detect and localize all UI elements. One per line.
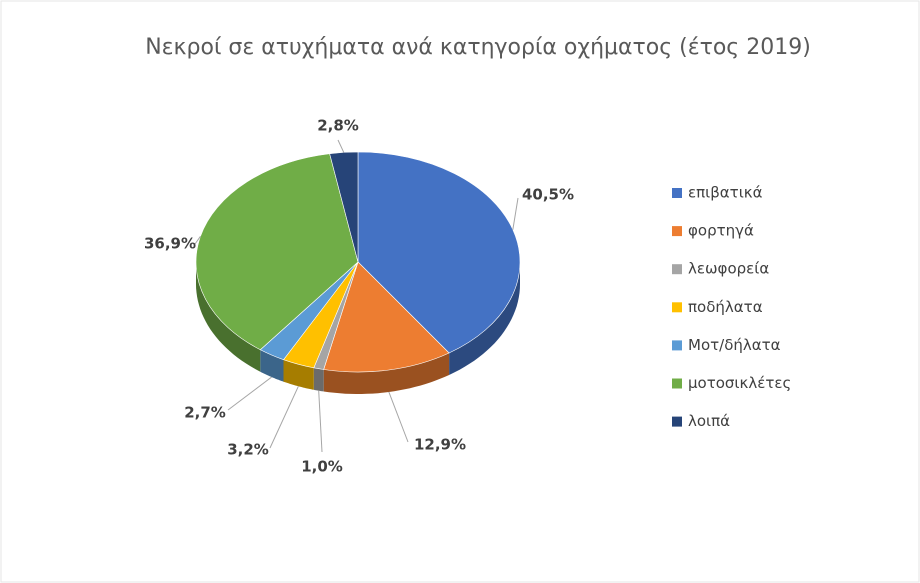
leader-line	[269, 386, 299, 449]
legend-swatch	[672, 340, 682, 351]
legend-label: λεωφορεία	[688, 260, 769, 278]
data-label: 1,0%	[301, 458, 343, 476]
leader-line	[318, 390, 323, 453]
legend-swatch	[672, 264, 682, 275]
leader-line	[227, 376, 272, 411]
legend-swatch	[672, 378, 682, 389]
leader-line	[337, 139, 345, 153]
legend-label: Μοτ/δήλατα	[688, 336, 781, 354]
slice-side	[196, 262, 261, 372]
legend-swatch	[672, 302, 682, 313]
data-label: 2,7%	[184, 404, 226, 422]
legend-label: ποδήλατα	[688, 298, 763, 316]
leader-line	[388, 391, 409, 443]
leader-line	[194, 236, 201, 245]
slice	[357, 151, 521, 354]
slice	[195, 153, 359, 351]
slice	[323, 261, 450, 373]
leader-line	[512, 197, 519, 230]
data-label: 12,9%	[414, 436, 466, 454]
data-label: 2,8%	[317, 117, 359, 135]
legend-swatch	[672, 226, 682, 237]
slice-side	[449, 262, 520, 375]
data-label: 36,9%	[144, 235, 196, 253]
legend-swatch	[672, 416, 682, 427]
slice-side	[313, 367, 324, 392]
legend-label: λοιπά	[688, 412, 730, 430]
legend-swatch	[672, 188, 682, 198]
data-label: 3,2%	[227, 441, 269, 459]
data-label: 40,5%	[522, 186, 574, 204]
slice-side	[323, 353, 450, 394]
slice-side	[283, 359, 314, 390]
legend-label: φορτηγά	[688, 222, 754, 240]
legend-label: επιβατικά	[688, 184, 763, 202]
chart-title: Νεκροί σε ατυχήματα ανά κατηγορία οχήματ…	[145, 35, 811, 60]
legend-label: μοτοσικλέτες	[688, 374, 791, 392]
